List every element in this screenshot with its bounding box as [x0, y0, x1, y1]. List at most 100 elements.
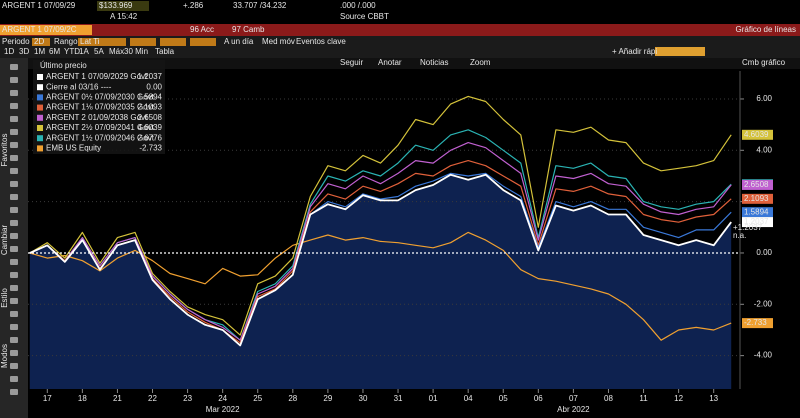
annotation: +1.2037 — [733, 223, 763, 232]
tool-icon[interactable] — [10, 363, 18, 369]
tool-icon[interactable] — [10, 155, 18, 161]
tool-icon[interactable] — [10, 64, 18, 70]
x-tick-label: 31 — [394, 394, 403, 403]
x-tick-label: 30 — [359, 394, 368, 403]
legend-label[interactable]: ARGENT 1⅛ 07/09/2035 Govt — [46, 103, 155, 112]
range-button[interactable]: Tabla — [155, 47, 175, 56]
tool-icon[interactable] — [10, 194, 18, 200]
legend-value: 1.2037 — [138, 72, 163, 81]
tool-icon[interactable] — [10, 181, 18, 187]
range-field — [190, 38, 216, 46]
x-tick-label: 06 — [534, 394, 543, 403]
legend-swatch[interactable] — [37, 114, 43, 121]
x-tick-label: 22 — [148, 394, 157, 403]
range-button[interactable]: 5A — [94, 47, 104, 56]
tool-icon[interactable] — [10, 311, 18, 317]
legend-swatch[interactable] — [37, 125, 43, 131]
toolbar-item[interactable]: Zoom — [470, 58, 491, 67]
tool-icon[interactable] — [10, 103, 18, 109]
range-button[interactable]: 6M — [49, 47, 60, 56]
range-button[interactable]: 1M — [34, 47, 45, 56]
tool-icon[interactable] — [10, 259, 18, 265]
side-tab[interactable]: Estilo — [0, 288, 9, 308]
legend-swatch[interactable] — [37, 74, 43, 80]
tool-icon[interactable] — [10, 285, 18, 291]
x-tick-label: 17 — [43, 394, 52, 403]
tool-icon[interactable] — [10, 129, 18, 135]
legend-label[interactable]: ARGENT 0½ 07/09/2030 Govt — [46, 93, 155, 102]
tool-icon[interactable] — [10, 376, 18, 382]
setting-item[interactable]: Periodo — [2, 37, 30, 46]
side-tab[interactable]: Favoritos — [0, 134, 9, 167]
legend-swatch[interactable] — [37, 84, 43, 91]
legend-label[interactable]: ARGENT 2½ 07/09/2041 Govt — [46, 123, 155, 132]
legend-value: -2.733 — [139, 144, 162, 153]
value-badge-label: 1.2037 — [744, 217, 769, 226]
tool-icon[interactable] — [10, 272, 18, 278]
tool-icon[interactable] — [10, 246, 18, 252]
legend-label[interactable]: ARGENT 1 07/09/2029 Govt — [46, 72, 148, 81]
setting-item[interactable]: Lat Tick/Lc — [80, 37, 118, 46]
tool-icon[interactable] — [10, 350, 18, 356]
range-button[interactable]: 1A — [79, 47, 89, 56]
tool-icon[interactable] — [10, 324, 18, 330]
range-button[interactable]: YTD — [64, 47, 80, 56]
range-button[interactable]: 1D — [4, 47, 14, 56]
y-tick-label: -2.00 — [754, 299, 773, 308]
range-button[interactable]: Máx — [109, 47, 124, 56]
setting-item[interactable]: Eventos clave — [296, 37, 346, 46]
action-button[interactable]: 97 Camb — [232, 25, 265, 34]
toolbar-item[interactable]: Anotar — [378, 58, 402, 67]
legend-swatch[interactable] — [37, 135, 43, 142]
x-tick-label: 18 — [78, 394, 87, 403]
setting-item[interactable]: Med móv — [262, 37, 295, 46]
tool-icon[interactable] — [10, 90, 18, 96]
tool-icon[interactable] — [10, 77, 18, 83]
side-tab[interactable]: Cambiar — [0, 225, 9, 256]
bid-ask: 33.707 /34.232 — [233, 1, 287, 10]
series-line — [29, 95, 732, 336]
tool-icon[interactable] — [10, 116, 18, 122]
x-tick-label: 11 — [639, 394, 648, 403]
value-badge-label: 4.6039 — [744, 130, 769, 139]
field-box — [78, 38, 108, 46]
x-tick-label: 05 — [499, 394, 508, 403]
legend-value: 4.6039 — [138, 123, 163, 132]
x-month-label: Abr 2022 — [557, 405, 590, 414]
quick-add[interactable]: + Añadir rápi — [612, 47, 657, 56]
side-tab[interactable]: Modos — [0, 344, 9, 368]
security-field-text[interactable]: ARGENT 1 07/09/2C — [2, 25, 77, 34]
tool-icon[interactable] — [10, 298, 18, 304]
setting-item[interactable]: A un día — [224, 37, 254, 46]
value-badge — [742, 179, 773, 190]
x-tick-label: 07 — [569, 394, 578, 403]
value-badge — [742, 217, 773, 228]
tool-icon[interactable] — [10, 233, 18, 239]
tool-icon[interactable] — [10, 207, 18, 213]
legend-label[interactable]: ARGENT 1½ 07/09/2046 Govt — [46, 133, 155, 142]
tool-icon[interactable] — [10, 142, 18, 148]
series-line — [29, 231, 732, 341]
tool-icon[interactable] — [10, 337, 18, 343]
legend-swatch[interactable] — [37, 145, 43, 152]
setting-item[interactable]: 2D — [34, 37, 44, 46]
action-button[interactable]: 96 Acc — [190, 25, 214, 34]
x-tick-label: 08 — [604, 394, 613, 403]
legend-swatch[interactable] — [37, 94, 43, 101]
legend-swatch[interactable] — [37, 104, 43, 111]
toolbar-item[interactable]: Seguir — [340, 58, 363, 67]
y-tick-label: 0.00 — [756, 248, 772, 257]
legend-label[interactable]: ARGENT 2 01/09/2038 Govt — [46, 113, 148, 122]
view-title: Gráfico de líneas — [736, 25, 796, 34]
range-button[interactable]: 30 Min — [124, 47, 148, 56]
toolbar-item[interactable]: Noticias — [420, 58, 448, 67]
change-chart[interactable]: Cmb gráfico — [742, 58, 786, 67]
tool-icon[interactable] — [10, 168, 18, 174]
setting-item[interactable]: Rango — [54, 37, 78, 46]
tool-icon[interactable] — [10, 220, 18, 226]
range-button[interactable]: 3D — [19, 47, 29, 56]
legend-label[interactable]: Cierre al 03/16 ---- — [46, 82, 112, 91]
legend-label[interactable]: EMB US Equity — [46, 144, 101, 153]
tool-icon[interactable] — [10, 389, 18, 395]
